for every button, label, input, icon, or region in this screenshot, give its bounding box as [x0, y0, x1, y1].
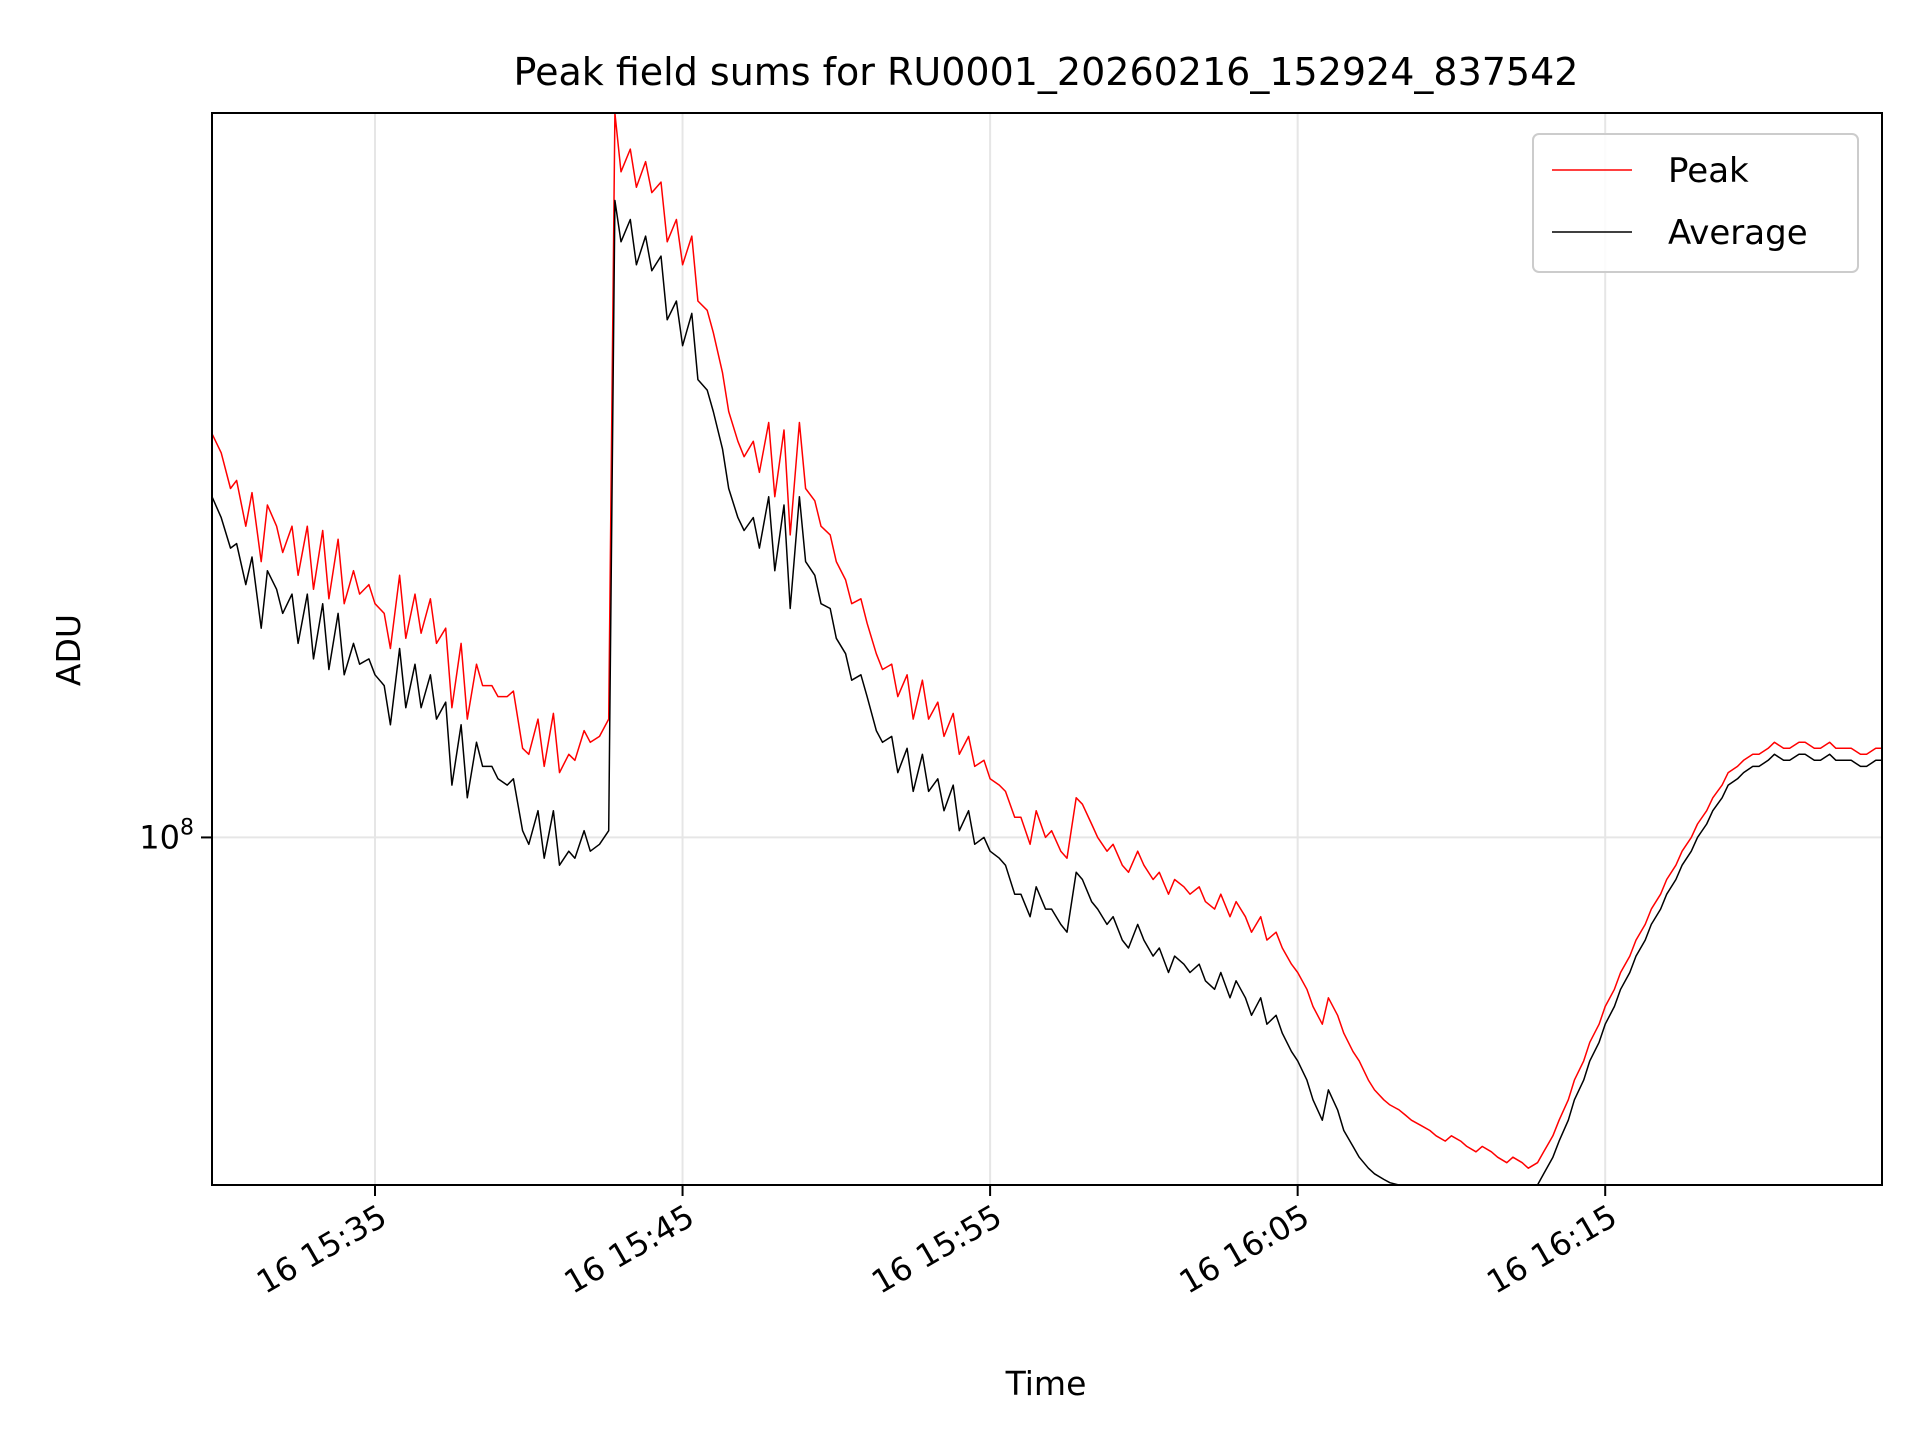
legend-label-peak: Peak	[1668, 151, 1749, 191]
grid-layer	[212, 113, 1882, 1185]
series-layer	[212, 113, 1882, 1185]
y-tick-label-0: 108	[139, 815, 194, 856]
series-line-peak	[212, 113, 1882, 1169]
chart-title: Peak field sums for RU0001_20260216_1529…	[514, 50, 1579, 94]
legend: Peak Average	[1532, 133, 1859, 273]
series-line-average	[212, 199, 1882, 1185]
x-axis-label: Time	[1005, 1364, 1087, 1403]
legend-box	[1532, 133, 1859, 273]
y-axis-label: ADU	[49, 614, 88, 686]
plot-frame	[211, 112, 1883, 1186]
legend-label-average: Average	[1668, 213, 1808, 253]
